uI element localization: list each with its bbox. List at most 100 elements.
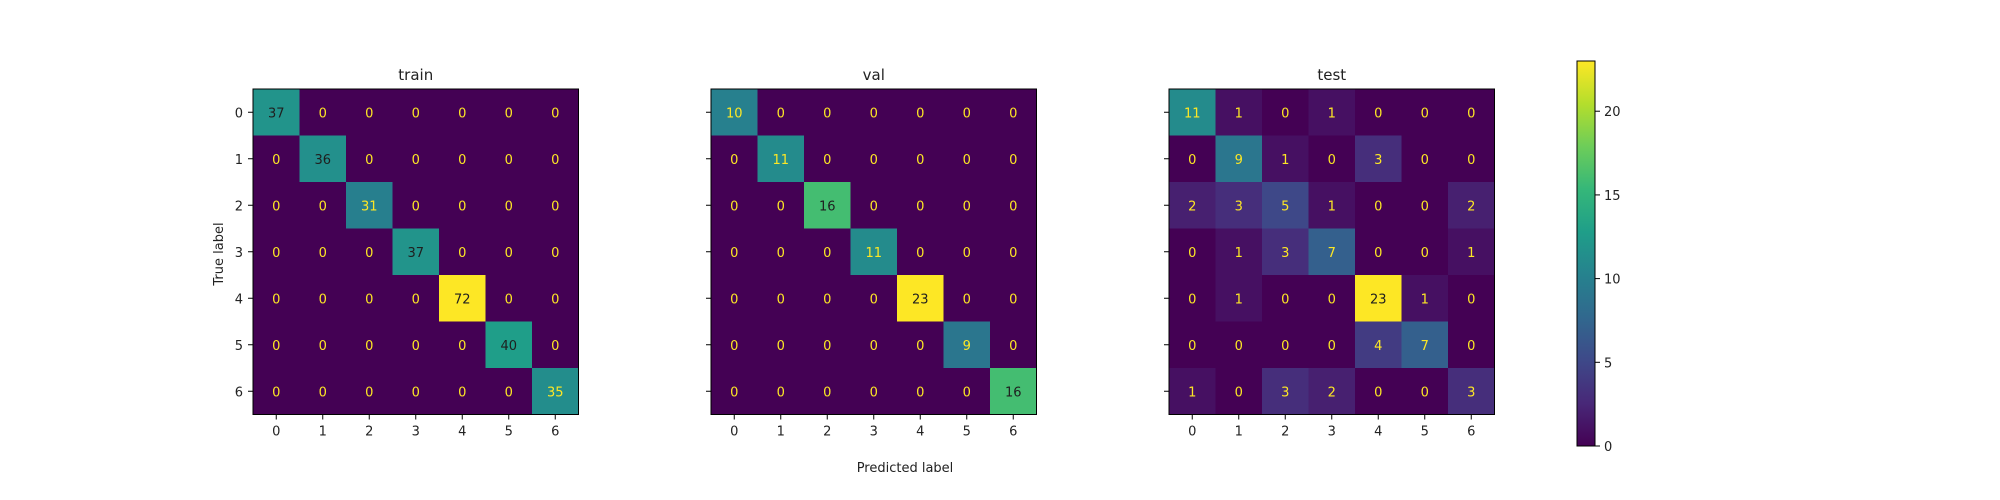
heatmap-cell	[253, 89, 300, 136]
cell-value-label: 0	[551, 339, 559, 354]
cell-value-label: 0	[505, 246, 513, 261]
heatmap-cell	[711, 182, 758, 229]
colorbar-tick-label: 0	[1604, 440, 1612, 455]
x-tick-label: 1	[319, 425, 327, 440]
heatmap-cell	[711, 135, 758, 183]
heatmap-cell	[485, 368, 533, 415]
cell-value-label: 0	[551, 106, 559, 121]
heatmap-cell	[485, 135, 533, 183]
heatmap-cell	[1262, 368, 1309, 415]
heatmap-cell	[1355, 182, 1402, 229]
heatmap-cell	[439, 368, 486, 415]
cell-value-label: 0	[458, 106, 466, 121]
cell-value-label: 0	[551, 153, 559, 168]
x-tick-label: 5	[963, 425, 971, 440]
heatmap-cell	[897, 89, 944, 136]
cell-value-label: 0	[319, 385, 327, 400]
colorbar-tick-label: 5	[1604, 356, 1612, 371]
cell-value-label: 0	[1188, 292, 1196, 307]
cell-value-label: 0	[365, 385, 373, 400]
cell-value-label: 0	[1421, 106, 1429, 121]
heatmap-cell	[804, 368, 851, 415]
cell-value-label: 1	[1188, 385, 1196, 400]
heatmap-cell	[485, 275, 533, 322]
heatmap-cell	[439, 135, 486, 183]
cell-value-label: 0	[412, 385, 420, 400]
cell-value-label: 2	[1188, 199, 1196, 214]
cell-value-label: 0	[551, 199, 559, 214]
cell-value-label: 0	[272, 292, 280, 307]
heatmap-cell	[1215, 321, 1263, 369]
cell-value-label: 31	[361, 199, 378, 214]
heatmap-cell	[485, 228, 533, 276]
heatmap-cell	[990, 135, 1037, 183]
cell-value-label: 0	[551, 246, 559, 261]
heatmap-cell	[943, 368, 991, 415]
heatmap-cell	[1448, 182, 1495, 229]
cell-value-label: 0	[1467, 106, 1475, 121]
cell-value-label: 0	[1235, 385, 1243, 400]
y-tick-label: 2	[235, 199, 243, 214]
cell-value-label: 0	[916, 199, 924, 214]
heatmap-cell	[1262, 275, 1309, 322]
heatmap-cell	[1308, 135, 1356, 183]
cell-value-label: 0	[963, 385, 971, 400]
heatmap-cell	[757, 89, 805, 136]
cell-value-label: 0	[916, 153, 924, 168]
heatmap-cell	[757, 182, 805, 229]
cell-value-label: 0	[1281, 292, 1289, 307]
cell-value-label: 0	[458, 339, 466, 354]
cell-value-label: 0	[1374, 106, 1382, 121]
heatmap-cell	[1169, 135, 1216, 183]
heatmap-cell	[804, 89, 851, 136]
cell-value-label: 0	[505, 199, 513, 214]
cell-value-label: 11	[1184, 106, 1201, 121]
cell-value-label: 9	[963, 339, 971, 354]
heatmap-cell	[1215, 89, 1263, 136]
heatmap-cell	[346, 275, 393, 322]
heatmap-cell	[1355, 321, 1402, 369]
cell-value-label: 0	[730, 153, 738, 168]
heatmap-cell	[253, 228, 300, 276]
cell-value-label: 3	[1374, 153, 1382, 168]
cell-value-label: 0	[272, 385, 280, 400]
colorbar-tick-label: 15	[1604, 189, 1621, 204]
cell-value-label: 0	[870, 199, 878, 214]
cell-value-label: 0	[730, 339, 738, 354]
cell-value-label: 4	[1374, 339, 1382, 354]
heatmap-cell	[1355, 135, 1402, 183]
heatmap-cell	[1215, 182, 1263, 229]
y-axis-label: True label	[212, 222, 227, 286]
heatmap-cell	[1169, 275, 1216, 322]
heatmap-cell	[1401, 368, 1449, 415]
cell-value-label: 72	[454, 292, 471, 307]
cell-value-label: 0	[1009, 153, 1017, 168]
cell-value-label: 0	[458, 385, 466, 400]
heatmap-cell	[532, 275, 579, 322]
heatmap-cell	[1215, 135, 1263, 183]
cell-value-label: 0	[870, 106, 878, 121]
heatmap-cell	[943, 135, 991, 183]
cell-value-label: 0	[963, 153, 971, 168]
cell-value-label: 0	[1421, 153, 1429, 168]
cell-value-label: 0	[505, 385, 513, 400]
heatmap-cell	[897, 275, 944, 322]
cell-value-label: 0	[1009, 292, 1017, 307]
heatmap-cell	[299, 275, 347, 322]
heatmap-cell	[1308, 228, 1356, 276]
heatmap-cell	[299, 135, 347, 183]
heatmap-cell	[1355, 368, 1402, 415]
heatmap-cell	[943, 89, 991, 136]
cell-value-label: 0	[272, 339, 280, 354]
cell-value-label: 16	[1005, 385, 1022, 400]
cell-value-label: 0	[730, 292, 738, 307]
x-tick-label: 6	[1467, 425, 1475, 440]
cell-value-label: 0	[777, 339, 785, 354]
heatmap-cell	[850, 228, 898, 276]
heatmap-cell	[1215, 275, 1263, 322]
heatmap-cell	[943, 228, 991, 276]
heatmap-cell	[532, 228, 579, 276]
